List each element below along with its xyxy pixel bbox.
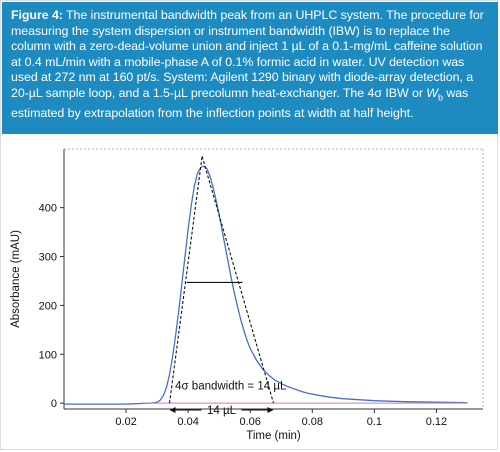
x-tick-label: 0.04 <box>177 416 198 428</box>
x-tick-label: 0.1 <box>367 416 382 428</box>
width-label: 14 µL <box>207 405 237 417</box>
axes <box>63 148 484 410</box>
annotation-layer: 14 µL 4σ bandwidth = 14 µL <box>168 156 287 417</box>
series-layer <box>64 165 468 405</box>
y-tick-label: 0 <box>51 398 57 410</box>
x-tick-label: 0.02 <box>115 416 136 428</box>
caption-wb: W <box>426 85 438 100</box>
tangent-left-line <box>168 156 203 404</box>
y-tick-label: 200 <box>39 300 57 312</box>
tangent-right-line <box>201 156 275 404</box>
chromatogram-chart: 0 100 200 300 400 0.02 0.04 0.06 0.08 0.1 0.12 14 … <box>10 148 484 442</box>
y-tick-label: 300 <box>39 252 57 264</box>
chromatogram-line <box>64 165 468 405</box>
y-axis-title: Absorbance (mAU) <box>10 230 22 328</box>
ticks: 0 100 200 300 400 0.02 0.04 0.06 0.08 0.1 0.12 <box>39 203 448 428</box>
caption-text-1: The instrumental bandwidth peak from an … <box>11 8 484 100</box>
x-tick-label: 0.12 <box>426 416 447 428</box>
y-tick-label: 100 <box>39 349 57 361</box>
y-tick-label: 400 <box>39 203 57 215</box>
caption-text-2: was estimated by extrapolation from the … <box>11 85 469 121</box>
bandwidth-label: 4σ bandwidth = 14 µL <box>175 380 287 392</box>
caption-wb-sub: b <box>437 92 443 103</box>
x-tick-label: 0.06 <box>240 416 261 428</box>
figure-caption: Figure 4: The instrumental bandwidth pea… <box>2 2 498 134</box>
x-tick-label: 0.08 <box>302 416 323 428</box>
caption-label: Figure 4: <box>11 8 63 22</box>
x-axis-title: Time (min) <box>246 430 301 442</box>
